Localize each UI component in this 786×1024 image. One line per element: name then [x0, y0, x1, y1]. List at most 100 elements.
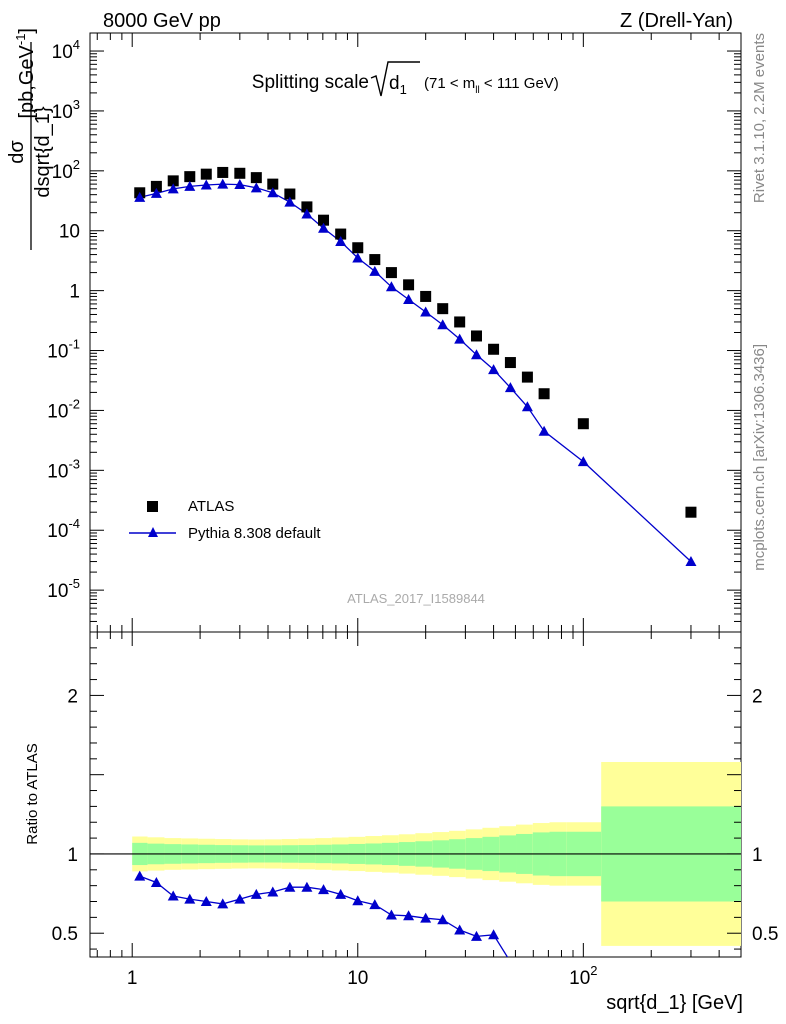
- pythia-point: [538, 425, 550, 436]
- x-tick-label: 102: [569, 963, 597, 989]
- atlas-point: [470, 330, 482, 342]
- pythia-point: [134, 191, 146, 202]
- atlas-point: [352, 242, 364, 254]
- pythia-point: [454, 333, 466, 344]
- pythia-point: [335, 236, 347, 247]
- ratio-pythia-point: [184, 893, 196, 904]
- pythia-point: [420, 306, 432, 317]
- main-ylabel: dσ dsqrt{d_1}: [6, 42, 54, 250]
- legend: ATLAS Pythia 8.308 default: [129, 498, 321, 542]
- ylabel-unit-close: ]: [16, 28, 38, 34]
- x-tick-exponent: 2: [590, 963, 597, 978]
- atlas-point: [420, 290, 432, 302]
- ratio-pythia-point: [352, 895, 364, 906]
- atlas-point: [538, 388, 550, 400]
- atlas-point: [184, 171, 196, 183]
- ratio-pythia-point: [335, 888, 347, 899]
- atlas-point: [685, 506, 697, 518]
- ratio-pythia-point: [250, 888, 262, 899]
- atlas-point: [217, 166, 229, 178]
- ratio-pythia-point: [217, 898, 229, 909]
- pythia-point: [437, 319, 449, 330]
- y-tick-exponent: -3: [68, 456, 80, 471]
- ratio-pythia-point: [488, 929, 500, 940]
- ylabel-num: dσ: [6, 140, 28, 164]
- atlas-point: [488, 343, 500, 355]
- ylabel-unit-text: [pb,GeV: [16, 44, 38, 118]
- main-series: [134, 166, 697, 567]
- sqrt-symbol: [370, 61, 420, 97]
- ratio-pythia-point: [470, 930, 482, 941]
- legend-atlas-marker: [147, 501, 158, 512]
- ratio-y-tick-label-right: 0.5: [752, 924, 778, 945]
- pythia-point: [200, 179, 212, 190]
- title-sub-index: 1: [400, 82, 407, 97]
- atlas-point: [250, 172, 262, 184]
- pythia-point: [403, 294, 415, 305]
- axis-ticks: [90, 32, 742, 957]
- pythia-point: [267, 187, 279, 198]
- plot-title: Splitting scale d1 (71 < mll < 111 GeV): [252, 61, 559, 97]
- y-tick-exponent: -1: [68, 337, 80, 352]
- pythia-point: [301, 208, 313, 219]
- rivet-label: Rivet 3.1.10, 2.2M events: [751, 33, 768, 203]
- header-right: Z (Drell-Yan): [620, 10, 733, 32]
- atlas-point: [521, 371, 533, 383]
- xlabel: sqrt{d_1} [GeV]: [606, 992, 743, 1014]
- pythia-point: [250, 182, 262, 193]
- y-tick-label: 10-4: [47, 516, 80, 542]
- atlas-point: [369, 254, 381, 266]
- ratio-y-tick-label: 1: [67, 845, 78, 866]
- ratio-pythia-point: [284, 881, 296, 892]
- ratio-pythia-point: [200, 896, 212, 907]
- pythia-point: [521, 401, 533, 412]
- pythia-point: [150, 187, 162, 198]
- svg-text:(71 < mll < 111 GeV): (71 < mll < 111 GeV): [424, 75, 559, 96]
- ratio-pythia-point: [369, 899, 381, 910]
- y-tick-label: 10-2: [47, 396, 80, 422]
- y-tick-label: 10-5: [47, 576, 80, 602]
- ratio-y-tick-label-right: 1: [752, 845, 763, 866]
- atlas-point: [454, 316, 466, 328]
- ratio-pythia-point: [301, 881, 313, 892]
- ylabel-den: dsqrt{d_1}: [32, 106, 54, 198]
- y-tick-exponent: 4: [73, 37, 80, 52]
- mcplots-label: mcplots.cern.ch [arXiv:1306.3436]: [751, 344, 768, 571]
- title-range-sub: ll: [475, 85, 479, 96]
- legend-pythia-label: Pythia 8.308 default: [188, 525, 321, 542]
- title-range-a: (71 < m: [424, 75, 475, 92]
- y-tick-mantissa: 10: [47, 461, 68, 482]
- pythia-point: [385, 281, 397, 292]
- x-tick-label: 10: [347, 968, 368, 989]
- pythia-point: [184, 180, 196, 191]
- y-tick-exponent: -2: [68, 396, 80, 411]
- atlas-point: [234, 167, 246, 179]
- ylabel-unit-exp: -1: [13, 34, 28, 46]
- y-tick-label: 102: [52, 157, 80, 183]
- y-tick-label: 1: [69, 282, 80, 303]
- y-tick-mantissa: 10: [52, 162, 73, 183]
- y-tick-mantissa: 10: [52, 42, 73, 63]
- y-tick-mantissa: 10: [47, 342, 68, 363]
- atlas-point: [335, 228, 347, 240]
- pythia-point: [685, 556, 697, 567]
- pythia-point: [284, 196, 296, 207]
- title-range-b: < 111 GeV): [480, 75, 559, 92]
- pythia-point: [470, 349, 482, 360]
- pythia-point: [369, 265, 381, 276]
- ratio-pythia-point: [234, 893, 246, 904]
- main-frame: [89, 32, 742, 633]
- y-tick-label: 104: [52, 37, 80, 63]
- pythia-point: [488, 364, 500, 375]
- ratio-pythia-point: [134, 870, 146, 881]
- ratio-pythia-point: [437, 914, 449, 925]
- ratio-pythia-point: [150, 876, 162, 887]
- atlas-point: [301, 201, 313, 213]
- y-tick-label: 103: [52, 97, 80, 123]
- ratio-pythia-point: [167, 890, 179, 901]
- ratio-pythia-point: [420, 912, 432, 923]
- y-tick-mantissa: 10: [47, 581, 68, 602]
- x-tick-mantissa: 10: [569, 968, 590, 989]
